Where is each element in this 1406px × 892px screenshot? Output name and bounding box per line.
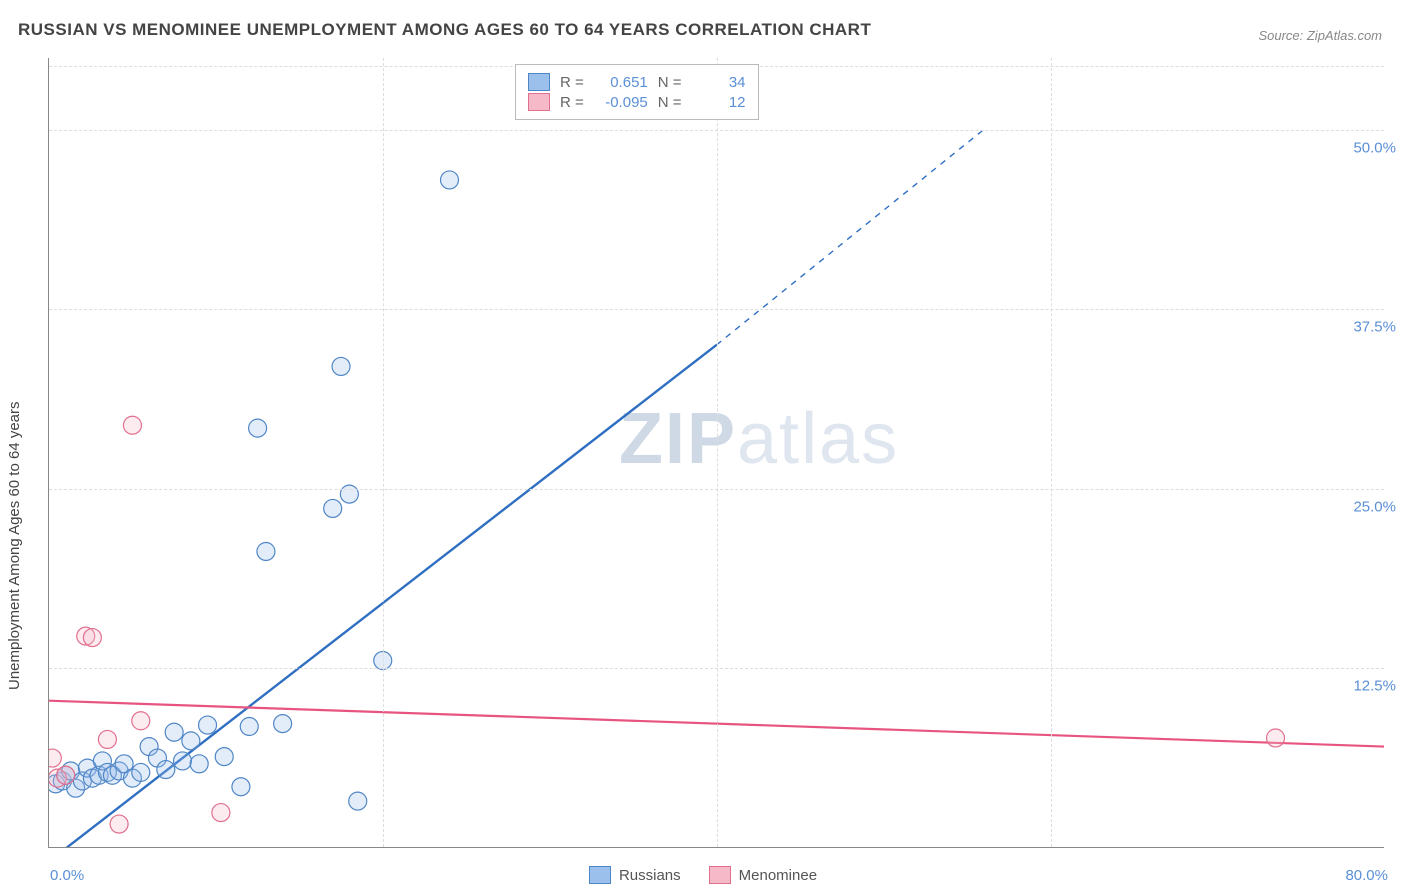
r-value-russians: 0.651 — [594, 74, 648, 91]
watermark: ZIPatlas — [619, 398, 899, 480]
swatch-russians — [528, 73, 550, 91]
legend-row-russians: R = 0.651 N = 34 — [528, 73, 746, 91]
legend-correlation: R = 0.651 N = 34 R = -0.095 N = 12 — [515, 64, 759, 120]
r-label: R = — [560, 94, 584, 111]
source-text: Source: ZipAtlas.com — [1258, 28, 1382, 43]
plot-area: ZIPatlas — [48, 58, 1384, 848]
swatch-menominee-bottom — [709, 866, 731, 884]
series-name-menominee: Menominee — [739, 867, 817, 884]
y-axis-label: Unemployment Among Ages 60 to 64 years — [6, 401, 23, 690]
legend-item-menominee: Menominee — [709, 866, 817, 884]
n-value-russians: 34 — [692, 74, 746, 91]
legend-row-menominee: R = -0.095 N = 12 — [528, 93, 746, 111]
r-label: R = — [560, 74, 584, 91]
y-tick-label: 12.5% — [1353, 678, 1396, 695]
n-label: N = — [658, 94, 682, 111]
chart-title: RUSSIAN VS MENOMINEE UNEMPLOYMENT AMONG … — [18, 20, 871, 40]
watermark-zip: ZIP — [619, 399, 737, 479]
swatch-russians-bottom — [589, 866, 611, 884]
y-tick-label: 25.0% — [1353, 498, 1396, 515]
legend-series: Russians Menominee — [0, 866, 1406, 884]
series-name-russians: Russians — [619, 867, 681, 884]
watermark-atlas: atlas — [737, 399, 899, 479]
legend-item-russians: Russians — [589, 866, 681, 884]
n-value-menominee: 12 — [692, 94, 746, 111]
y-tick-label: 50.0% — [1353, 139, 1396, 156]
r-value-menominee: -0.095 — [594, 94, 648, 111]
n-label: N = — [658, 74, 682, 91]
swatch-menominee — [528, 93, 550, 111]
y-tick-label: 37.5% — [1353, 319, 1396, 336]
